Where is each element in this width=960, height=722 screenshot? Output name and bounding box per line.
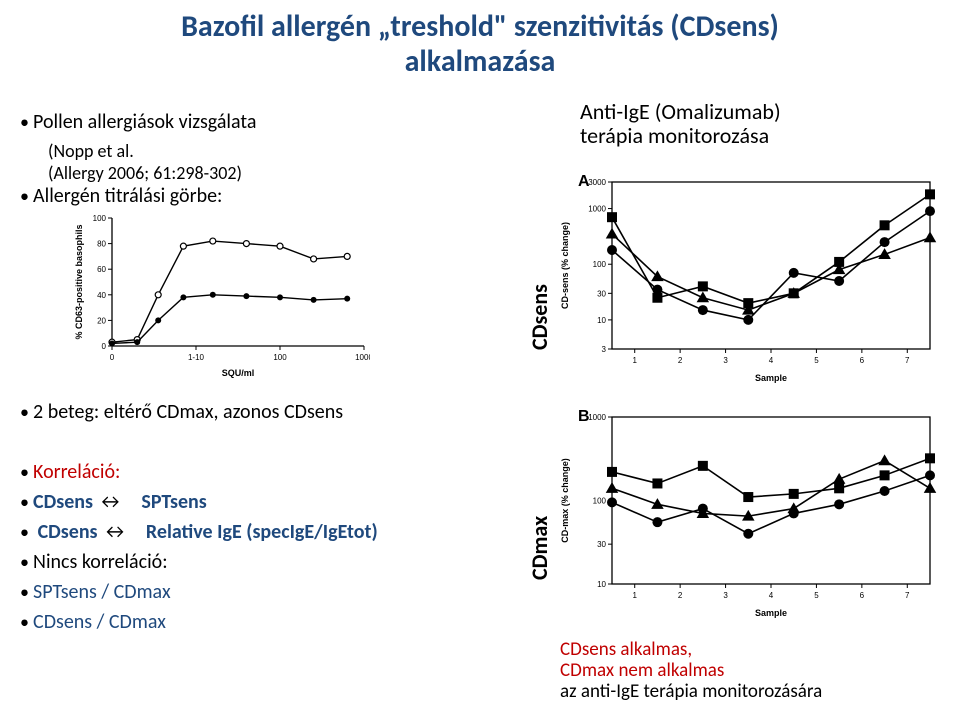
bullet-2beteg-text: 2 beteg: eltérő CDmax, azonos CDsens bbox=[33, 400, 343, 424]
cdmax-nem: CDmax nem alkalmas bbox=[560, 659, 724, 682]
svg-text:Sample: Sample bbox=[755, 373, 787, 383]
svg-text:1-10: 1-10 bbox=[188, 353, 205, 362]
svg-text:4: 4 bbox=[769, 356, 774, 365]
nocorr2-text: CDsens / CDmax bbox=[33, 610, 166, 634]
svg-text:CD-max (% change): CD-max (% change) bbox=[560, 458, 570, 543]
svg-text:1: 1 bbox=[632, 591, 637, 600]
svg-text:2: 2 bbox=[678, 591, 683, 600]
svg-text:10: 10 bbox=[597, 316, 606, 325]
svg-text:100: 100 bbox=[593, 497, 607, 506]
anti-ige-line1: Anti-IgE (Omalizumab) bbox=[580, 98, 781, 125]
svg-text:5: 5 bbox=[814, 356, 819, 365]
lower-left-block: Korreláció: CDsens ↔ SPTsens CDsens ↔ Re… bbox=[20, 460, 540, 640]
korrelacio-label: Korreláció: bbox=[33, 460, 120, 484]
chart-b: CDmax B10301001000CD-max (% change)12345… bbox=[540, 405, 940, 620]
svg-text:3: 3 bbox=[723, 356, 728, 365]
svg-text:100: 100 bbox=[93, 214, 107, 223]
svg-text:0: 0 bbox=[110, 353, 115, 362]
corr2-right: Relative IgE (specIgE/IgEtot) bbox=[146, 520, 378, 544]
svg-text:10: 10 bbox=[597, 580, 606, 589]
bullet-corr2: CDsens ↔ Relative IgE (specIgE/IgEtot) bbox=[20, 520, 540, 544]
svg-text:3: 3 bbox=[723, 591, 728, 600]
svg-text:40: 40 bbox=[97, 291, 106, 300]
left-top-bullets: Pollen allergiások vizsgálata bbox=[20, 110, 500, 134]
svg-text:4: 4 bbox=[769, 591, 774, 600]
mid-left-block: 2 beteg: eltérő CDmax, azonos CDsens bbox=[20, 400, 520, 430]
corr1-left: CDsens bbox=[33, 490, 93, 514]
title-line1: Bazofil allergén „treshold" szenzitivitá… bbox=[181, 8, 779, 45]
monitorozasara: az anti-IgE terápia monitorozására bbox=[560, 680, 822, 703]
citation-nopp: (Nopp et al. bbox=[20, 140, 500, 162]
svg-text:1000: 1000 bbox=[355, 353, 370, 362]
slide-title: Bazofil allergén „treshold" szenzitivitá… bbox=[0, 0, 960, 79]
svg-text:20: 20 bbox=[97, 316, 106, 325]
bullet-nocorr2: CDsens / CDmax bbox=[20, 610, 540, 634]
nocorr1-text: SPTsens / CDmax bbox=[33, 580, 171, 604]
corr2-arrow: ↔ bbox=[102, 520, 128, 544]
corr2-left: CDsens bbox=[38, 520, 98, 544]
svg-text:30: 30 bbox=[597, 540, 606, 549]
anti-ige-line2: terápia monitorozása bbox=[580, 122, 769, 149]
svg-text:1000: 1000 bbox=[588, 205, 606, 214]
bullet-titration: Allergén titrálási görbe: bbox=[20, 184, 500, 208]
svg-text:100: 100 bbox=[273, 353, 287, 362]
svg-text:Sample: Sample bbox=[755, 608, 787, 618]
svg-text:6: 6 bbox=[860, 591, 865, 600]
citation-allergy: (Allergy 2006; 61:298-302) bbox=[20, 162, 500, 184]
chart-a-biglabel: CDsens bbox=[526, 284, 553, 350]
svg-text:2: 2 bbox=[678, 356, 683, 365]
nincs-label: Nincs korreláció: bbox=[33, 550, 168, 574]
svg-text:CD-sens (% change): CD-sens (% change) bbox=[560, 222, 570, 309]
svg-text:7: 7 bbox=[905, 591, 910, 600]
bullet-pollen: Pollen allergiások vizsgálata bbox=[20, 110, 500, 134]
svg-text:100: 100 bbox=[593, 260, 607, 269]
corr1-arrow: ↔ bbox=[98, 490, 124, 514]
titration-chart: 02040608010001-101001000% CD63-positive … bbox=[70, 210, 370, 380]
svg-text:60: 60 bbox=[97, 265, 106, 274]
svg-text:6: 6 bbox=[860, 356, 865, 365]
bullet-nocorr1: SPTsens / CDmax bbox=[20, 580, 540, 604]
left-top-bullets-2: Allergén titrálási görbe: bbox=[20, 184, 500, 208]
svg-text:80: 80 bbox=[97, 240, 106, 249]
bullet-nincs: Nincs korreláció: bbox=[20, 550, 540, 574]
svg-text:5: 5 bbox=[814, 591, 819, 600]
svg-text:SQU/ml: SQU/ml bbox=[222, 368, 255, 378]
bullet-titration-text: Allergén titrálási görbe: bbox=[33, 184, 222, 208]
svg-text:1000: 1000 bbox=[588, 413, 606, 422]
slide-root: Bazofil allergén „treshold" szenzitivitá… bbox=[0, 0, 960, 722]
cdsens-alkalmas: CDsens alkalmas, bbox=[560, 638, 692, 661]
left-top-block: Pollen allergiások vizsgálata (Nopp et a… bbox=[20, 110, 500, 214]
svg-text:1: 1 bbox=[632, 356, 637, 365]
chart-a: CDsens A3103010010003000CD-sens (% chang… bbox=[540, 170, 940, 385]
bullet-2beteg: 2 beteg: eltérő CDmax, azonos CDsens bbox=[20, 400, 520, 424]
bullet-korrelacio: Korreláció: bbox=[20, 460, 540, 484]
chart-b-svg: B10301001000CD-max (% change)1234567Samp… bbox=[540, 405, 940, 620]
lower-right-text: CDsens alkalmas, CDmax nem alkalmas az a… bbox=[560, 640, 960, 703]
bullet-corr1: CDsens ↔ SPTsens bbox=[20, 490, 540, 514]
svg-text:3000: 3000 bbox=[588, 178, 606, 187]
right-top-text: Anti-IgE (Omalizumab) terápia monitorozá… bbox=[580, 100, 940, 148]
corr1-right: SPTsens bbox=[141, 490, 206, 514]
chart-a-svg: A3103010010003000CD-sens (% change)12345… bbox=[540, 170, 940, 385]
title-line2: alkalmazása bbox=[405, 43, 556, 80]
titration-svg: 02040608010001-101001000% CD63-positive … bbox=[70, 210, 370, 380]
svg-text:30: 30 bbox=[597, 289, 606, 298]
chart-b-biglabel: CDmax bbox=[526, 516, 553, 580]
svg-text:7: 7 bbox=[905, 356, 910, 365]
bullet-pollen-text: Pollen allergiások vizsgálata bbox=[33, 110, 256, 134]
svg-text:3: 3 bbox=[602, 345, 607, 354]
svg-text:% CD63-positive basophils: % CD63-positive basophils bbox=[74, 224, 84, 339]
svg-text:0: 0 bbox=[102, 342, 107, 351]
